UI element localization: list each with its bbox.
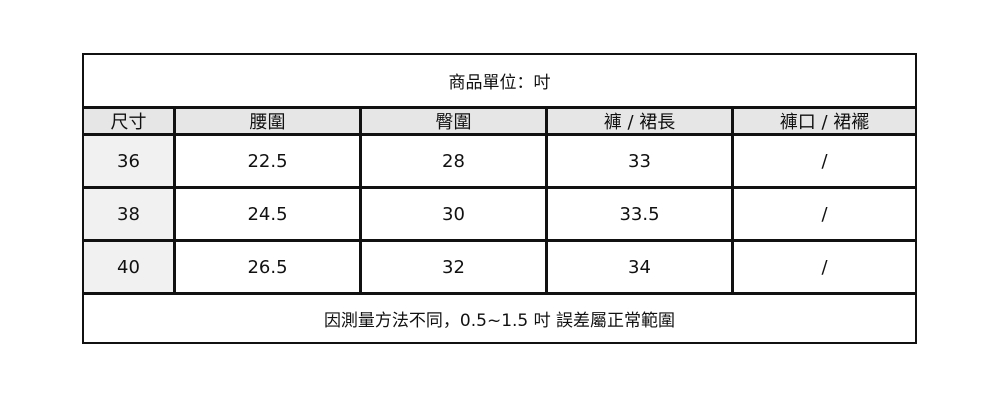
cell-length: 34 [548, 242, 734, 292]
cell-size: 36 [84, 136, 176, 186]
header-waist: 腰圍 [176, 109, 362, 133]
cell-waist: 26.5 [176, 242, 362, 292]
table-row: 40 26.5 32 34 / [84, 242, 915, 295]
header-row: 尺寸 腰圍 臀圍 褲 / 裙長 褲口 / 裙襬 [84, 106, 915, 136]
cell-hip: 32 [362, 242, 548, 292]
header-length: 褲 / 裙長 [548, 109, 734, 133]
cell-hip: 28 [362, 136, 548, 186]
cell-hip: 30 [362, 189, 548, 239]
table-title: 商品單位：吋 [448, 73, 551, 93]
header-hip: 臀圍 [362, 109, 548, 133]
cell-hem: / [821, 256, 828, 278]
cell-length: 33 [548, 136, 734, 186]
cell-size: 38 [84, 189, 176, 239]
cell-waist: 24.5 [176, 189, 362, 239]
footnote: 因測量方法不同，0.5~1.5 吋 誤差屬正常範圍 [323, 311, 676, 331]
header-size: 尺寸 [84, 109, 176, 133]
header-hem: 褲口 / 裙襬 [779, 112, 870, 133]
table-row: 38 24.5 30 33.5 / [84, 189, 915, 242]
table-row: 36 22.5 28 33 / [84, 136, 915, 189]
cell-hem: / [821, 150, 828, 172]
cell-size: 40 [84, 242, 176, 292]
cell-length: 33.5 [548, 189, 734, 239]
size-table: 商品單位：吋 尺寸 腰圍 臀圍 褲 / 裙長 褲口 / 裙襬 36 22.5 2… [82, 53, 917, 344]
cell-waist: 22.5 [176, 136, 362, 186]
cell-hem: / [821, 203, 828, 225]
